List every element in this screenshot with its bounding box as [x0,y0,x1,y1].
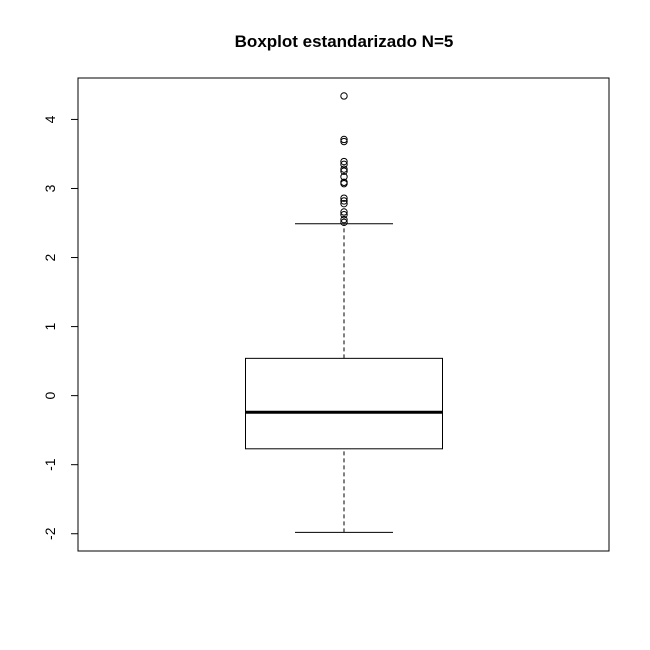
outlier-points [340,92,348,227]
boxplot [245,223,443,533]
outlier-point [340,211,348,219]
outlier-point [340,178,348,186]
y-tick-label: -2 [42,527,58,540]
outlier-point [340,92,348,100]
y-tick-label: 3 [42,184,58,192]
outlier-point [340,135,348,144]
y-tick-label: 1 [42,322,58,330]
outlier-point [340,194,348,202]
outlier-point [340,197,348,205]
y-tick-label: -1 [42,458,58,471]
y-tick-label: 2 [42,253,58,261]
outlier-point [340,208,348,216]
outlier-point [340,165,348,173]
outlier-point [340,218,348,227]
y-tick-label: 4 [42,115,58,123]
outlier-point [340,199,348,208]
y-tick-label: 0 [42,392,58,400]
outlier-point [340,157,348,166]
outlier-point [340,160,348,169]
interquartile-box [245,357,443,450]
chart-title: Boxplot estandarizado N=5 [235,32,454,51]
y-axis: -2 -1 0 1 2 3 4 [42,115,79,540]
outlier-point [340,167,348,175]
outlier-point [340,137,348,146]
outlier-point [340,215,348,224]
outlier-point [340,173,348,181]
